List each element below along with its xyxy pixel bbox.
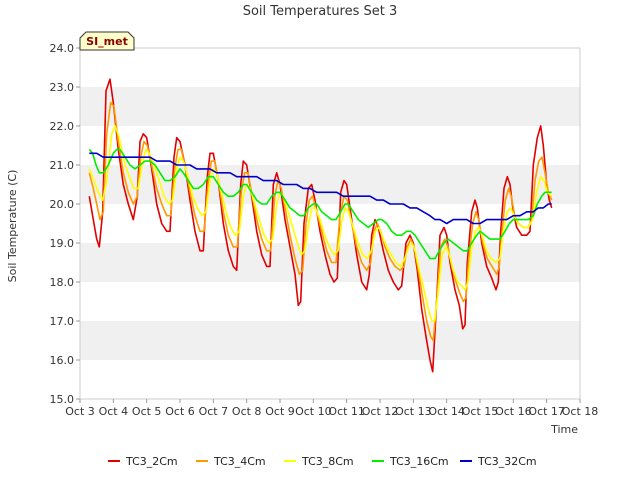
y-axis-label: Soil Temperature (C) [6,170,19,283]
y-tick-label: 21.0 [50,159,75,172]
y-tick-label: 19.0 [50,237,75,250]
x-tick-label: Oct 12 [362,405,399,418]
series-line-tc3-2cm [88,78,553,373]
y-tick-label: 20.0 [50,198,75,211]
x-tick-label: Oct 16 [495,405,532,418]
x-tick-label: Oct 13 [395,405,432,418]
x-tick-label: Oct 17 [528,405,565,418]
y-tick-label: 24.0 [50,42,75,55]
y-axis-ticks: 15.0 16.0 17.0 18.0 19.0 20.0 21.0 22.0 23.0 24.0 [50,42,80,406]
legend-label: TC3_16Cm [389,455,449,468]
x-tick-label: Oct 3 [65,405,95,418]
y-tick-label: 15.0 [50,393,75,406]
series-line-tc3-16cm [88,148,552,260]
x-tick-label: Oct 9 [265,405,295,418]
grid-band [80,204,580,243]
y-tick-label: 16.0 [50,354,75,367]
grid-band [80,126,580,165]
x-axis-ticks: Oct 3 Oct 4 Oct 5 Oct 6 Oct 7 Oct 8 Oct 9 Oct 1… [65,399,598,418]
grid-band [80,165,580,204]
y-tick-label: 18.0 [50,276,75,289]
station-badge-label: SI_met [86,35,128,48]
y-tick-label: 22.0 [50,120,75,133]
x-tick-label: Oct 6 [165,405,195,418]
station-badge: SI_met [79,31,135,51]
y-tick-label: 17.0 [50,315,75,328]
legend-label: TC3_32Cm [477,455,537,468]
grid-band [80,87,580,126]
x-tick-label: Oct 5 [132,405,162,418]
data-series [88,78,553,373]
grid-band [80,282,580,321]
x-tick-label: Oct 4 [99,405,129,418]
legend-label: TC3_4Cm [213,455,266,468]
chart-title: Soil Temperatures Set 3 [243,4,398,19]
grid-band [80,321,580,360]
x-tick-label: Oct 8 [232,405,262,418]
x-tick-label: Oct 7 [199,405,229,418]
station-badge-shape [79,31,135,51]
x-axis-label: Time [550,423,578,436]
grid-band [80,360,580,399]
plot-frame [79,47,581,400]
x-tick-label: Oct 14 [428,405,465,418]
x-tick-label: Oct 18 [562,405,599,418]
legend-label: TC3_2Cm [125,455,178,468]
legend: TC3_2Cm TC3_4Cm TC3_8Cm TC3_16Cm TC3_32Cm [108,455,537,468]
x-tick-label: Oct 11 [328,405,365,418]
x-tick-label: Oct 10 [295,405,332,418]
grid-band [80,48,580,87]
y-tick-label: 23.0 [50,81,75,94]
plot-background [80,48,580,399]
x-tick-label: Oct 15 [462,405,499,418]
series-line-tc3-8cm [88,125,553,322]
legend-label: TC3_8Cm [301,455,354,468]
series-line-tc3-32cm [89,152,552,225]
